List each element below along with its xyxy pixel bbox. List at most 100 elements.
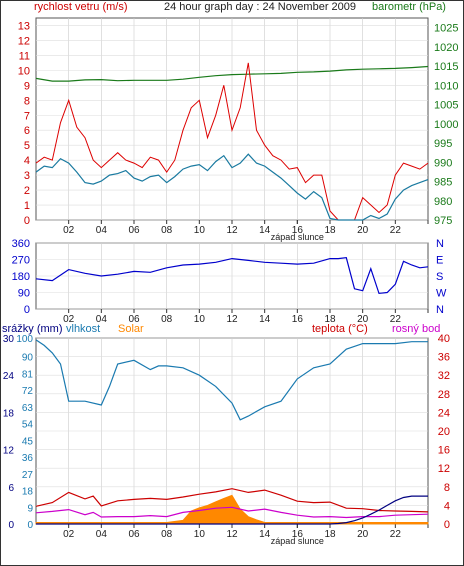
wind-tick-label: 11 — [19, 50, 30, 62]
wind-pressure-chart: rychlost vetru (m/s) 24 hour graph day :… — [18, 1, 459, 242]
wind-tick-label: 12 — [18, 35, 30, 47]
temperature-tick-label: 8 — [444, 482, 450, 494]
wind-tick-label: 10 — [18, 65, 30, 77]
compass-tick-label: E — [436, 255, 443, 267]
time-tick-label: 22 — [390, 529, 402, 540]
humidity-tick-label: 81 — [22, 369, 34, 380]
pressure-tick-label: 995 — [434, 138, 452, 150]
series-temperature-line — [35, 488, 429, 513]
time-tick-label: 16 — [292, 529, 304, 540]
time-tick-label: 02 — [63, 314, 75, 325]
time-tick-label: 08 — [161, 314, 173, 325]
rain-tick-label: 6 — [8, 483, 14, 494]
temperature-axis-label: teplota (°C) — [312, 323, 368, 335]
time-tick-label: 04 — [96, 314, 108, 325]
pressure-tick-label: 1010 — [434, 80, 458, 92]
wind-tick-label: 2 — [24, 185, 30, 197]
time-tick-label: 14 — [259, 529, 271, 540]
wind-tick-label: 8 — [24, 95, 30, 107]
humidity-tick-label: 27 — [22, 470, 34, 481]
wind-tick-label: 7 — [24, 110, 30, 122]
temperature-tick-label: 20 — [438, 426, 450, 438]
series-wind-line — [35, 153, 429, 221]
pressure-tick-label: 1000 — [434, 119, 458, 131]
time-tick-label: 12 — [226, 529, 238, 540]
time-tick-label: 14 — [259, 225, 271, 236]
direction-tick-label: 180 — [12, 271, 30, 283]
time-tick-label: 18 — [324, 529, 336, 540]
direction-tick-label: 90 — [18, 288, 30, 300]
compass-tick-label: N — [436, 238, 444, 250]
series-humidity-line — [35, 339, 428, 421]
temperature-humidity-chart: srážky (mm) vlhkost Solar teplota (°C) r… — [2, 323, 450, 546]
direction-tick-label: 360 — [12, 238, 30, 250]
series-gust-line — [35, 62, 429, 221]
pressure-tick-label: 1020 — [434, 42, 458, 54]
direction-tick-label: 270 — [12, 255, 30, 267]
humidity-tick-label: 45 — [22, 436, 34, 447]
chart-title: 24 hour graph day : 24 November 2009 — [164, 1, 356, 13]
time-tick-label: 22 — [390, 314, 402, 325]
sunset-label: západ slunce — [271, 232, 324, 242]
wind-tick-label: 3 — [24, 170, 30, 182]
wind-tick-label: 13 — [18, 20, 30, 32]
wind-tick-label: 1 — [24, 200, 30, 212]
humidity-tick-label: 36 — [22, 453, 34, 464]
time-tick-label: 04 — [96, 529, 108, 540]
time-tick-label: 12 — [226, 225, 238, 236]
time-tick-label: 06 — [128, 225, 140, 236]
time-tick-label: 10 — [194, 314, 206, 325]
time-tick-label: 12 — [226, 314, 238, 325]
humidity-tick-label: 90 — [22, 353, 34, 364]
series-pressure-line — [35, 65, 429, 82]
time-tick-label: 20 — [357, 314, 369, 325]
pressure-axis-label: barometr (hPa) — [372, 1, 446, 13]
humidity-tick-label: 100 — [16, 334, 33, 345]
sunset-label: západ slunce — [271, 536, 324, 546]
wind-tick-label: 9 — [24, 80, 30, 92]
dewpoint-axis-label: rosný bod — [392, 323, 440, 335]
time-tick-label: 16 — [292, 314, 304, 325]
humidity-tick-label: 63 — [22, 403, 34, 414]
time-tick-label: 06 — [128, 314, 140, 325]
temperature-tick-label: 16 — [438, 445, 450, 457]
time-tick-label: 06 — [128, 529, 140, 540]
temperature-tick-label: 12 — [438, 463, 450, 475]
humidity-tick-label: 0 — [27, 520, 33, 531]
time-tick-label: 20 — [357, 529, 369, 540]
humidity-tick-label: 18 — [22, 487, 34, 498]
pressure-tick-label: 1015 — [434, 61, 458, 73]
temperature-tick-label: 4 — [444, 500, 450, 512]
time-tick-label: 10 — [194, 529, 206, 540]
wind-tick-label: 6 — [24, 125, 30, 137]
time-tick-label: 20 — [357, 225, 369, 236]
time-tick-label: 08 — [161, 529, 173, 540]
rain-tick-label: 24 — [3, 371, 15, 382]
temperature-tick-label: 24 — [438, 407, 450, 419]
solar-axis-label: Solar — [118, 323, 144, 335]
pressure-tick-label: 1005 — [434, 100, 458, 112]
humidity-tick-label: 9 — [27, 503, 33, 514]
pressure-tick-label: 1025 — [434, 23, 458, 35]
pressure-tick-label: 975 — [434, 215, 452, 227]
time-tick-label: 04 — [96, 225, 108, 236]
humidity-tick-label: 54 — [22, 420, 34, 431]
rain-axis-label: srážky (mm) — [2, 323, 63, 335]
temperature-tick-label: 36 — [438, 352, 450, 364]
humidity-axis-label: vlhkost — [66, 323, 100, 335]
series-dewpoint-line — [35, 506, 429, 519]
temperature-tick-label: 40 — [438, 333, 450, 345]
pressure-tick-label: 990 — [434, 157, 452, 169]
time-tick-label: 18 — [324, 225, 336, 236]
rain-tick-label: 12 — [3, 446, 15, 457]
rain-tick-label: 18 — [3, 408, 15, 419]
time-tick-label: 22 — [390, 225, 402, 236]
direction-tick-label: 0 — [24, 304, 30, 316]
time-tick-label: 02 — [63, 225, 75, 236]
time-tick-label: 10 — [194, 225, 206, 236]
pressure-tick-label: 985 — [434, 177, 452, 189]
rain-tick-label: 0 — [8, 520, 14, 531]
rain-tick-label: 30 — [3, 334, 15, 345]
